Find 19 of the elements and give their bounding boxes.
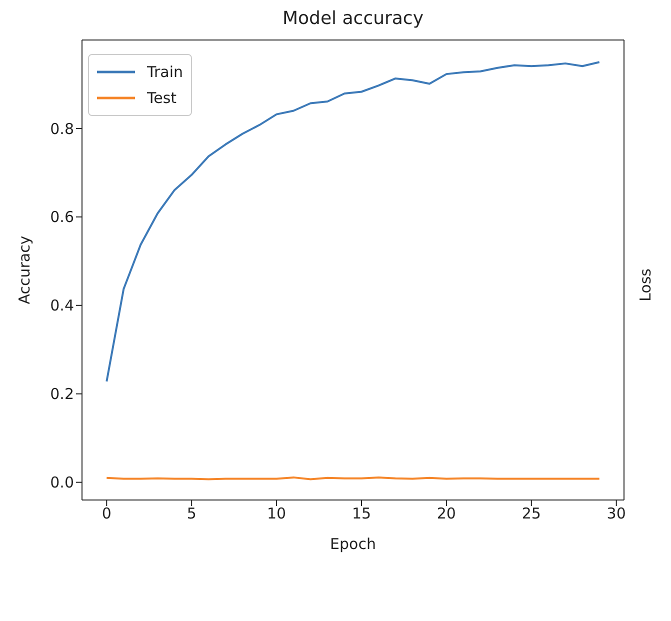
x-tick-label: 10 bbox=[266, 504, 286, 523]
x-tick-label: 30 bbox=[606, 504, 626, 523]
y-tick-label: 0.8 bbox=[50, 120, 74, 138]
x-tick-label: 20 bbox=[436, 504, 456, 523]
line-series bbox=[106, 61, 600, 382]
legend-label: Test bbox=[147, 88, 177, 109]
x-tick-label: 5 bbox=[186, 504, 196, 523]
x-tick-label: 0 bbox=[102, 504, 112, 523]
x-tick-label: 25 bbox=[522, 504, 541, 523]
y-tick-label: 0.0 bbox=[50, 474, 74, 492]
x-tick-label: 15 bbox=[352, 504, 372, 523]
y-tick-label: 0.2 bbox=[50, 385, 74, 404]
chart-title: Model accuracy bbox=[282, 8, 424, 29]
x-axis-title: Epoch bbox=[330, 535, 376, 553]
y-tick-label: 0.4 bbox=[50, 296, 74, 315]
legend-label: Train bbox=[147, 62, 183, 83]
y-tick-label: 0.6 bbox=[50, 208, 74, 226]
y2-axis-title: Loss bbox=[636, 268, 654, 302]
y-axis-title: Accuracy bbox=[15, 236, 34, 304]
